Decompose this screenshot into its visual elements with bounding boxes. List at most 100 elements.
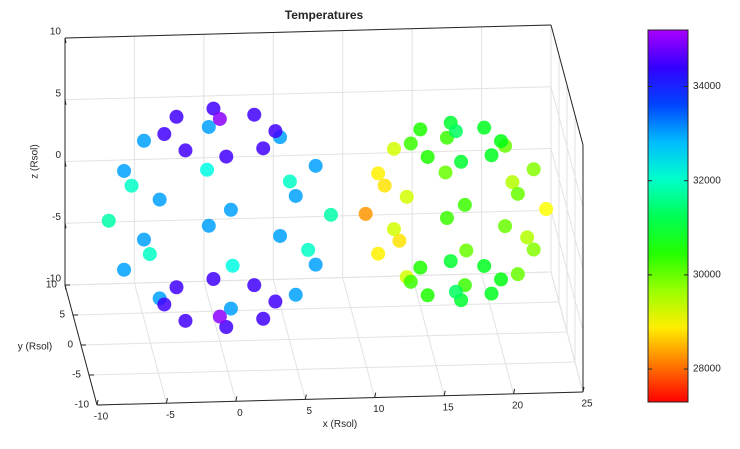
- tick-mark: [443, 390, 446, 396]
- point: [484, 286, 499, 301]
- point: [212, 111, 227, 126]
- point: [206, 101, 221, 116]
- x-axis-label: x (Rsol): [323, 419, 357, 430]
- point: [169, 109, 184, 124]
- point: [420, 149, 435, 164]
- tick-mark: [64, 223, 67, 229]
- point: [439, 211, 454, 226]
- point: [510, 267, 525, 282]
- z-tick-label: 10: [50, 27, 62, 38]
- point: [484, 148, 499, 163]
- point: [403, 274, 418, 289]
- point: [448, 284, 463, 299]
- z-tick-label: -5: [52, 212, 61, 223]
- box-edge: [550, 24, 584, 146]
- point: [443, 254, 458, 269]
- point: [494, 272, 509, 287]
- point: [371, 166, 386, 181]
- grid-line: [550, 148, 584, 269]
- box-edge: [64, 24, 552, 39]
- point: [539, 202, 554, 217]
- y-tick-label: 10: [46, 280, 58, 291]
- x-tick-label: 15: [443, 402, 455, 413]
- point: [454, 154, 469, 169]
- grid-line: [550, 271, 584, 393]
- point: [178, 313, 193, 328]
- point: [413, 260, 428, 275]
- point: [371, 246, 386, 261]
- x-tick-label: 5: [307, 406, 313, 417]
- x-tick-label: 0: [237, 408, 243, 419]
- point: [212, 309, 227, 324]
- point: [526, 242, 541, 257]
- point: [201, 218, 216, 233]
- y-tick-label: -5: [72, 370, 81, 381]
- point: [124, 178, 139, 193]
- point: [494, 134, 509, 149]
- y-tick-label: -10: [75, 400, 90, 411]
- tick-mark: [235, 396, 238, 402]
- point: [288, 188, 303, 203]
- point: [117, 262, 132, 277]
- grid-line: [64, 209, 552, 224]
- point: [256, 141, 271, 156]
- point: [323, 207, 338, 222]
- tick-mark: [582, 386, 585, 393]
- tick-mark: [64, 161, 67, 167]
- point: [101, 213, 116, 228]
- y-axis-label: y (Rsol): [18, 342, 52, 353]
- grid-line: [80, 331, 568, 346]
- point: [225, 258, 240, 273]
- point: [448, 124, 463, 139]
- point: [377, 178, 392, 193]
- point: [498, 219, 513, 234]
- point: [438, 165, 453, 180]
- tick-mark: [374, 392, 377, 398]
- colorbar-tick-label: 34000: [693, 81, 721, 92]
- point: [477, 258, 492, 273]
- point: [169, 280, 184, 295]
- grid-line: [550, 210, 584, 331]
- point: [457, 197, 472, 212]
- chart-title: Temperatures: [285, 8, 364, 22]
- point: [526, 162, 541, 177]
- tick-mark: [64, 284, 67, 291]
- point: [219, 320, 234, 335]
- point: [459, 243, 474, 258]
- y-tick-label: 5: [59, 310, 65, 321]
- z-tick-label: -10: [47, 274, 62, 285]
- grid-line: [64, 148, 552, 162]
- x-tick-label: 20: [512, 400, 524, 411]
- point: [273, 228, 288, 243]
- colorbar-tick-label: 28000: [693, 364, 721, 375]
- grid-line: [550, 86, 584, 207]
- point: [413, 122, 428, 137]
- point: [201, 119, 216, 134]
- point: [420, 288, 435, 303]
- point: [206, 272, 221, 287]
- x-tick-label: 25: [581, 399, 593, 410]
- point: [392, 233, 407, 248]
- point: [358, 206, 373, 221]
- grid-line: [64, 86, 552, 101]
- x-tick-label: -10: [94, 412, 109, 423]
- z-tick-label: 0: [55, 150, 61, 161]
- point: [268, 124, 283, 139]
- tick-mark: [64, 37, 67, 44]
- point: [256, 311, 271, 326]
- point: [247, 278, 262, 293]
- x-tick-label: -5: [166, 410, 175, 421]
- point: [288, 287, 303, 302]
- point: [136, 232, 151, 247]
- point: [142, 247, 157, 262]
- colorbar-tick-label: 32000: [693, 175, 721, 186]
- point: [403, 136, 418, 151]
- point: [510, 186, 525, 201]
- point: [308, 158, 323, 173]
- point: [117, 163, 132, 178]
- point: [386, 222, 401, 237]
- point: [505, 175, 520, 190]
- x-axis: [96, 391, 584, 406]
